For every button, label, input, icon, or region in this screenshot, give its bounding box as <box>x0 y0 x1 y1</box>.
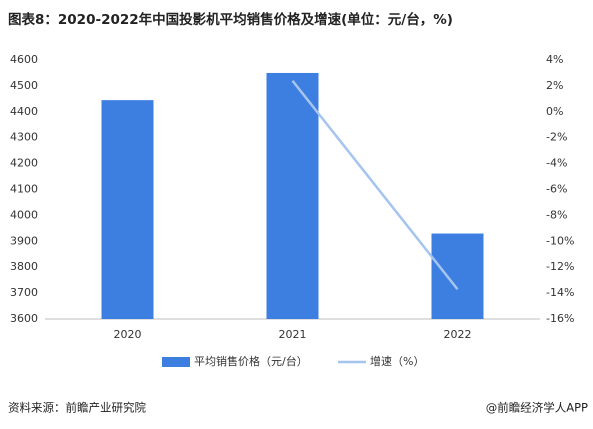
y-tick-label: 3800 <box>10 260 38 273</box>
y2-tick-label: -12% <box>546 260 574 273</box>
y2-tick-label: -10% <box>546 234 574 247</box>
y-tick-label: 4400 <box>10 105 38 118</box>
y2-tick-label: -16% <box>546 312 574 325</box>
y2-tick-label: -8% <box>546 208 567 221</box>
y-tick-label: 4600 <box>10 53 38 66</box>
y-tick-label: 4500 <box>10 79 38 92</box>
y-tick-label: 4100 <box>10 183 38 196</box>
y-tick-label: 3700 <box>10 286 38 299</box>
bar <box>431 233 484 319</box>
y-tick-label: 4000 <box>10 208 38 221</box>
chart-title: 图表8：2020-2022年中国投影机平均销售价格及增速(单位：元/台，%) <box>8 11 453 28</box>
legend-swatch <box>162 357 190 367</box>
x-tick-label: 2021 <box>279 328 307 341</box>
y2-tick-label: -14% <box>546 286 574 299</box>
y-tick-label: 3900 <box>10 234 38 247</box>
y2-tick-label: 2% <box>546 79 563 92</box>
y2-tick-label: -6% <box>546 183 567 196</box>
legend-label: 平均销售价格（元/台） <box>194 354 308 368</box>
line <box>291 79 459 290</box>
y-tick-label: 3600 <box>10 312 38 325</box>
y-tick-label: 4300 <box>10 131 38 144</box>
y-tick-label: 4200 <box>10 157 38 170</box>
x-tick-label: 2020 <box>114 328 142 341</box>
source: 资料来源：前瞻产业研究院 <box>8 401 146 415</box>
y2-tick-label: 0% <box>546 105 563 118</box>
x-tick-label: 2022 <box>444 328 472 341</box>
y2-tick-label: -4% <box>546 157 567 170</box>
legend-label: 增速（%） <box>370 354 424 368</box>
y2-tick-label: -2% <box>546 131 567 144</box>
credit: @前瞻经济学人APP <box>486 401 588 415</box>
bar <box>101 100 154 320</box>
bar <box>266 72 319 319</box>
y2-tick-label: 4% <box>546 53 563 66</box>
